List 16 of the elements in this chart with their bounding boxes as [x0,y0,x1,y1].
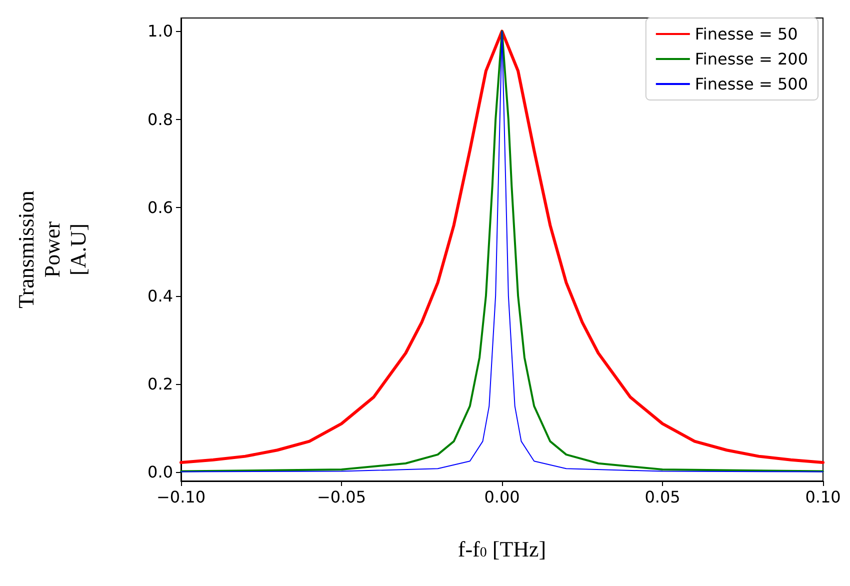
x-tick-label: −0.10 [156,488,206,506]
y-tick-label: 0.2 [148,374,173,394]
legend-label: Finesse = 500 [694,74,808,94]
y-tick-label: 0.8 [148,110,173,129]
x-tick-label: −0.05 [316,488,366,506]
legend-label: Finesse = 200 [694,50,808,68]
x-tick-label: 0.05 [644,488,680,506]
y-axis-title: Transmission Power [A.U] [14,190,90,308]
x-axis-title: f-f0 [THz] [458,536,546,562]
y-tick-label: 1.0 [148,22,173,41]
legend-label: Finesse = 50 [694,24,798,44]
y-tick-label: 0.6 [148,198,173,218]
x-tick-label: 0.00 [484,488,520,506]
x-tick-label: 0.10 [805,488,841,506]
y-tick-label: 0.0 [148,462,173,482]
y-tick-label: 0.4 [148,286,173,306]
